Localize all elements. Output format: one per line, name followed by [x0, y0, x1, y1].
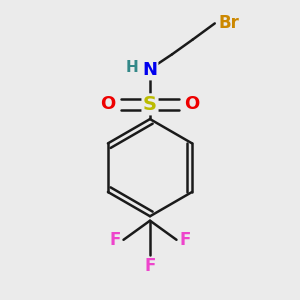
Text: S: S	[143, 95, 157, 114]
Text: Br: Br	[218, 14, 239, 32]
Text: F: F	[144, 257, 156, 275]
Text: N: N	[142, 61, 158, 80]
Text: F: F	[179, 231, 191, 249]
Text: O: O	[184, 95, 200, 113]
Text: H: H	[125, 60, 138, 75]
Text: F: F	[109, 231, 121, 249]
Text: O: O	[100, 95, 116, 113]
